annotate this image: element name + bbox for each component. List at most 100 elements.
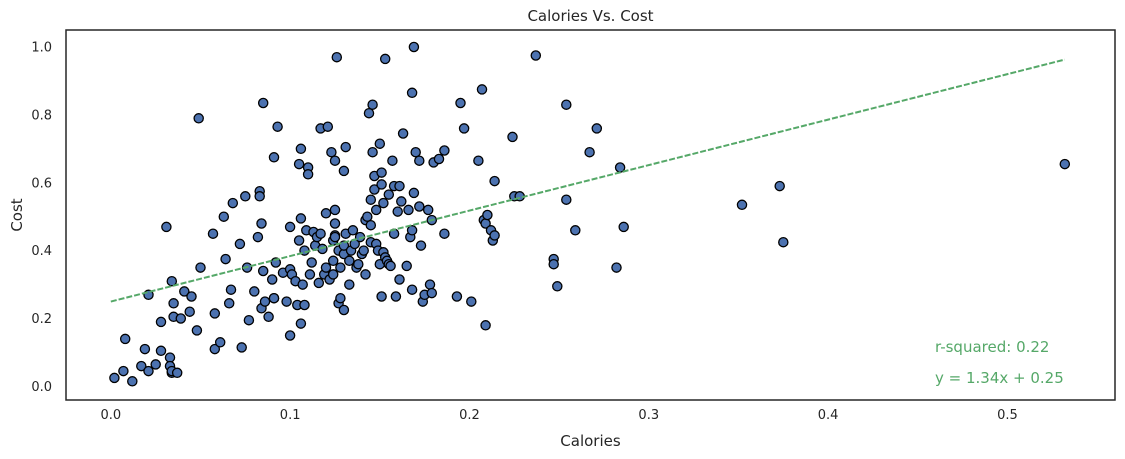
data-point bbox=[161, 221, 172, 233]
data-point bbox=[256, 218, 267, 229]
data-point bbox=[403, 204, 414, 216]
data-point bbox=[259, 296, 271, 307]
data-point bbox=[415, 240, 427, 251]
x-axis-ticks: 0.0 0.1 0.2 0.3 0.4 0.5 bbox=[100, 408, 1017, 423]
data-point bbox=[225, 284, 237, 295]
data-point bbox=[584, 146, 595, 158]
data-point bbox=[320, 262, 332, 273]
data-point bbox=[175, 313, 187, 324]
data-point bbox=[220, 253, 231, 265]
data-point bbox=[774, 180, 785, 192]
data-point bbox=[168, 298, 179, 309]
data-point bbox=[257, 97, 269, 109]
data-point bbox=[338, 304, 350, 316]
data-point bbox=[489, 175, 500, 187]
data-point bbox=[397, 128, 409, 139]
data-point bbox=[458, 123, 470, 134]
data-point bbox=[127, 376, 138, 387]
data-point bbox=[591, 123, 603, 134]
x-tick-label: 0.5 bbox=[997, 408, 1018, 423]
data-point bbox=[143, 365, 154, 377]
data-point bbox=[466, 296, 477, 307]
data-point bbox=[344, 279, 355, 290]
data-point bbox=[561, 99, 572, 110]
data-point bbox=[223, 298, 235, 309]
data-point bbox=[344, 255, 355, 267]
data-point bbox=[263, 311, 274, 323]
data-point bbox=[353, 258, 364, 270]
data-point bbox=[340, 141, 351, 153]
data-point bbox=[136, 360, 147, 372]
data-point bbox=[193, 113, 204, 124]
data-point bbox=[530, 50, 542, 61]
data-point bbox=[480, 320, 491, 331]
data-point bbox=[414, 201, 425, 212]
data-point bbox=[306, 257, 317, 268]
data-point bbox=[378, 197, 389, 209]
data-point bbox=[302, 169, 314, 180]
data-point bbox=[171, 367, 183, 379]
data-point bbox=[320, 208, 332, 219]
data-point bbox=[338, 240, 350, 251]
data-point bbox=[406, 87, 418, 99]
data-point bbox=[270, 257, 282, 268]
data-point bbox=[326, 146, 337, 158]
data-point bbox=[295, 213, 307, 224]
data-point bbox=[424, 279, 436, 290]
data-point bbox=[1059, 158, 1071, 170]
data-point bbox=[119, 333, 131, 345]
data-point bbox=[370, 204, 382, 216]
data-point bbox=[426, 287, 438, 299]
data-point bbox=[362, 211, 373, 222]
data-point bbox=[433, 153, 445, 165]
data-point bbox=[295, 318, 307, 329]
data-point bbox=[329, 155, 341, 166]
data-point bbox=[374, 138, 386, 149]
y-tick-label: 0.6 bbox=[31, 176, 52, 191]
y-tick-label: 1.0 bbox=[31, 40, 52, 55]
data-point bbox=[207, 228, 219, 239]
r-squared-annotation: r-squared: 0.22 bbox=[935, 338, 1049, 356]
data-point bbox=[482, 209, 493, 221]
y-tick-label: 0.2 bbox=[31, 312, 52, 327]
data-point bbox=[295, 143, 307, 155]
data-point bbox=[191, 325, 203, 336]
x-axis-label: Calories bbox=[560, 432, 621, 450]
data-point bbox=[611, 262, 622, 273]
data-point bbox=[266, 274, 278, 285]
data-point bbox=[331, 51, 343, 63]
data-point bbox=[234, 238, 246, 250]
x-tick-label: 0.2 bbox=[459, 408, 480, 423]
data-point bbox=[293, 158, 305, 170]
data-point bbox=[109, 372, 120, 384]
data-point bbox=[736, 199, 748, 211]
data-point bbox=[778, 236, 789, 248]
regression-line bbox=[110, 58, 1066, 303]
data-point bbox=[327, 269, 339, 280]
data-point bbox=[304, 269, 316, 280]
data-point bbox=[379, 53, 391, 65]
equation-annotation: y = 1.34x + 0.25 bbox=[935, 369, 1064, 387]
data-point bbox=[297, 279, 308, 290]
data-point bbox=[410, 146, 421, 158]
data-point bbox=[392, 206, 403, 217]
y-tick-label: 0.0 bbox=[31, 380, 52, 395]
data-point bbox=[363, 107, 375, 119]
data-point bbox=[150, 359, 161, 370]
plot-frame bbox=[65, 29, 1116, 401]
x-tick-label: 0.4 bbox=[818, 408, 839, 423]
data-point bbox=[360, 269, 371, 280]
data-point bbox=[376, 179, 387, 190]
data-point bbox=[184, 306, 195, 317]
x-tick-label: 0.3 bbox=[638, 408, 659, 423]
data-point bbox=[335, 262, 346, 273]
data-point bbox=[186, 291, 197, 302]
data-point bbox=[406, 284, 418, 295]
data-point bbox=[335, 292, 346, 304]
data-point bbox=[315, 228, 326, 239]
y-tick-label: 0.8 bbox=[31, 108, 52, 123]
data-point bbox=[406, 225, 418, 236]
data-point bbox=[338, 165, 350, 177]
data-point bbox=[272, 121, 283, 132]
